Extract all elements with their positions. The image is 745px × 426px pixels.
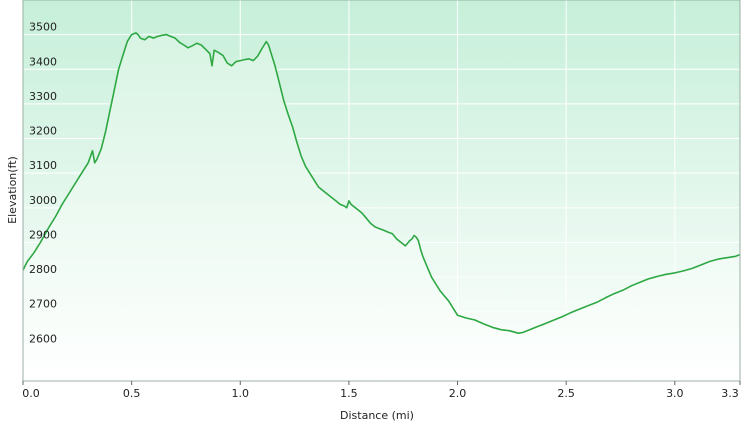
- plot-border: [22, 0, 741, 382]
- x-tick-label: 1.0: [232, 387, 250, 400]
- y-tick-label: 3400: [29, 55, 57, 68]
- x-tick-label: 2.0: [449, 387, 467, 400]
- x-axis-label: Distance (mi): [340, 409, 414, 422]
- elevation-area: [23, 32, 740, 382]
- y-tick-label: 2700: [29, 298, 57, 311]
- y-tick-label: 3500: [29, 21, 57, 34]
- tick-labels: 2600 2700 2800 2900 3000 3100 3200 3300 3400 3500…: [22, 21, 741, 400]
- y-tick-label: 3100: [29, 159, 57, 172]
- y-tick-label: 2900: [29, 228, 57, 241]
- x-tick-label: 2.5: [557, 387, 575, 400]
- y-axis-label: Elevation(ft): [6, 156, 19, 224]
- x-tick-label: 0.5: [123, 387, 141, 400]
- y-tick-label: 3200: [29, 125, 57, 138]
- y-tick-label: 2600: [29, 332, 57, 345]
- x-tick-label: 1.5: [340, 387, 358, 400]
- y-tick-label: 3300: [29, 90, 57, 103]
- x-tick-label: 0.0: [22, 387, 40, 400]
- x-tick-label: 3.0: [666, 387, 684, 400]
- elevation-line: [22, 32, 741, 334]
- y-tick-label: 2800: [29, 263, 57, 276]
- x-tick-label: 3.3: [721, 387, 739, 400]
- y-tick-label: 3000: [29, 194, 57, 207]
